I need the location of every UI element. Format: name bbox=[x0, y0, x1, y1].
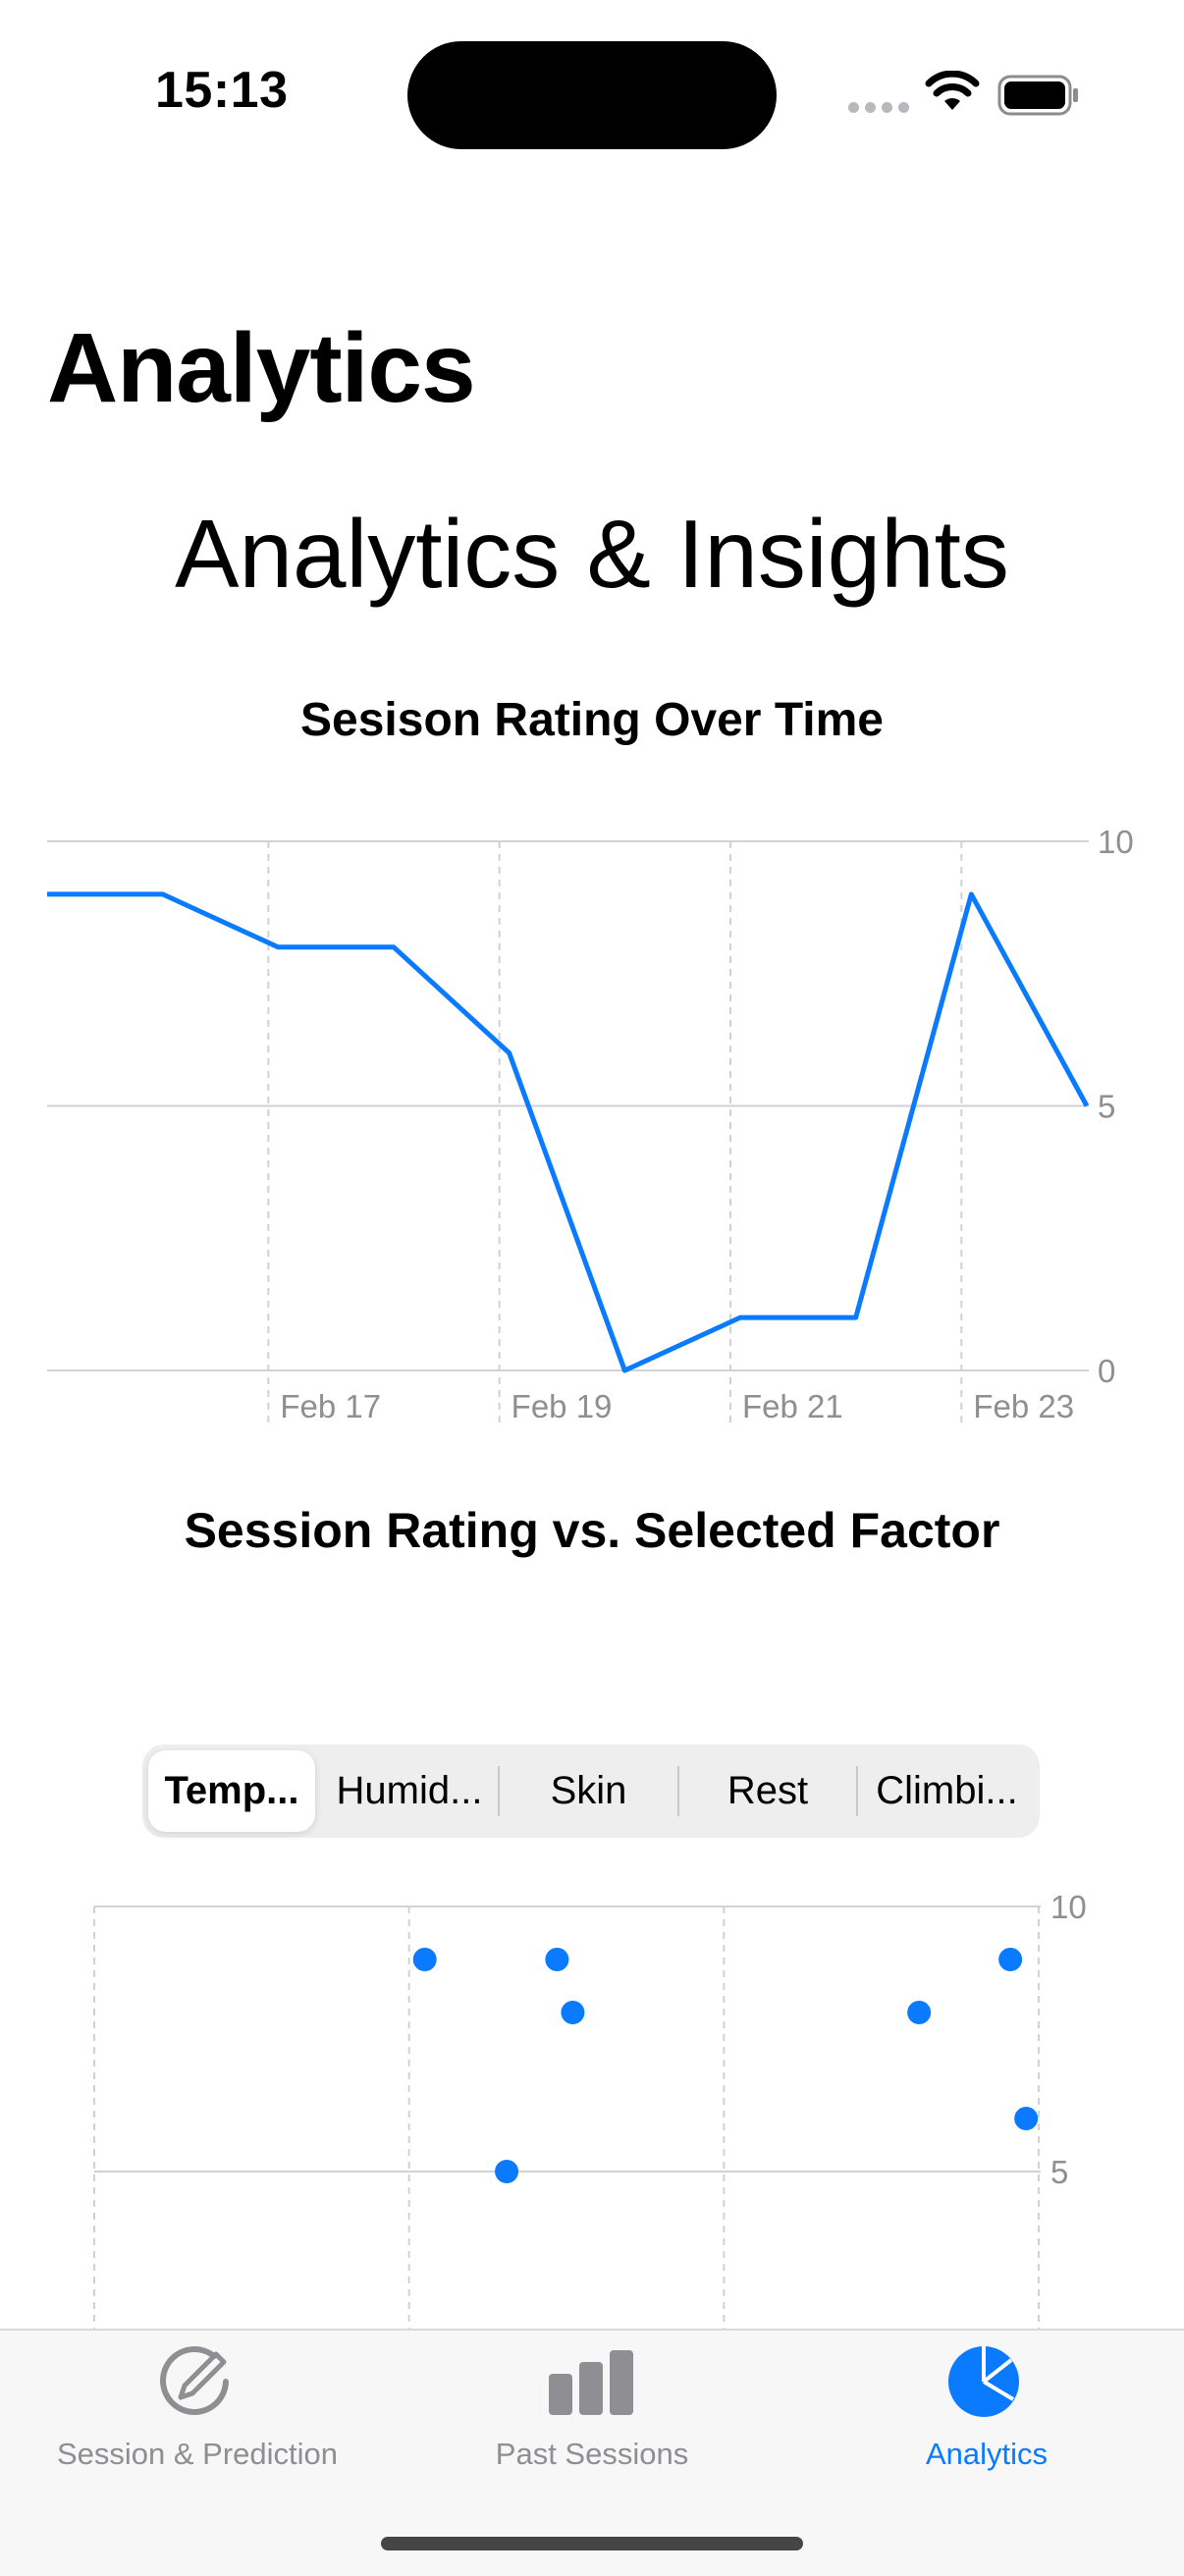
section-title: Analytics & Insights bbox=[0, 499, 1184, 610]
scatter-point bbox=[561, 2001, 584, 2024]
y-tick-label: 10 bbox=[1050, 1889, 1087, 1925]
y-tick-label: 0 bbox=[1098, 1353, 1115, 1389]
x-tick-label: Feb 23 bbox=[973, 1388, 1074, 1424]
rating-scatter-chart: 5 10 bbox=[0, 1865, 1184, 2336]
scatter-point bbox=[1014, 2107, 1038, 2130]
x-tick-label: Feb 21 bbox=[742, 1388, 843, 1424]
factor-segmented-control: Temp... Humid... Skin Rest Climbi... bbox=[142, 1744, 1040, 1838]
scatter-chart-title: Session Rating vs. Selected Factor bbox=[0, 1502, 1184, 1559]
segment-climbing[interactable]: Climbi... bbox=[858, 1744, 1036, 1838]
scatter-point bbox=[907, 2001, 931, 2024]
x-tick-label: Feb 17 bbox=[280, 1388, 381, 1424]
y-tick-label: 5 bbox=[1050, 2154, 1068, 2190]
segment-temperature[interactable]: Temp... bbox=[148, 1750, 315, 1832]
pie-chart-icon[interactable] bbox=[944, 2342, 1023, 2421]
x-tick-label: Feb 19 bbox=[511, 1388, 613, 1424]
scatter-point bbox=[545, 1948, 568, 1971]
scatter-point bbox=[998, 1948, 1022, 1971]
status-time: 15:13 bbox=[155, 61, 289, 120]
y-tick-label: 5 bbox=[1098, 1089, 1115, 1125]
y-tick-label: 10 bbox=[1098, 824, 1134, 860]
scatter-point bbox=[495, 2160, 518, 2183]
page-title: Analytics bbox=[47, 312, 475, 425]
segment-skin[interactable]: Skin bbox=[500, 1744, 677, 1838]
rating-line-chart: 0 5 10 Feb 17 Feb 19 Feb 21 Feb 23 bbox=[0, 815, 1184, 1443]
dynamic-island bbox=[407, 41, 777, 149]
tab-past-sessions[interactable]: Past Sessions bbox=[395, 2437, 789, 2472]
pencil-circle-icon[interactable] bbox=[157, 2342, 236, 2421]
cellular-signal-icon bbox=[848, 102, 909, 113]
home-indicator bbox=[381, 2537, 803, 2550]
bar-chart-icon[interactable] bbox=[545, 2348, 639, 2417]
line-chart-title: Sesison Rating Over Time bbox=[0, 693, 1184, 747]
rating-series-line bbox=[47, 894, 1087, 1370]
battery-icon bbox=[997, 75, 1080, 116]
scatter-point bbox=[413, 1948, 437, 1971]
tab-session-prediction[interactable]: Session & Prediction bbox=[0, 2437, 395, 2472]
tab-analytics[interactable]: Analytics bbox=[789, 2437, 1184, 2472]
segment-rest[interactable]: Rest bbox=[679, 1744, 856, 1838]
segment-humidity[interactable]: Humid... bbox=[321, 1744, 498, 1838]
wifi-icon bbox=[925, 71, 980, 114]
